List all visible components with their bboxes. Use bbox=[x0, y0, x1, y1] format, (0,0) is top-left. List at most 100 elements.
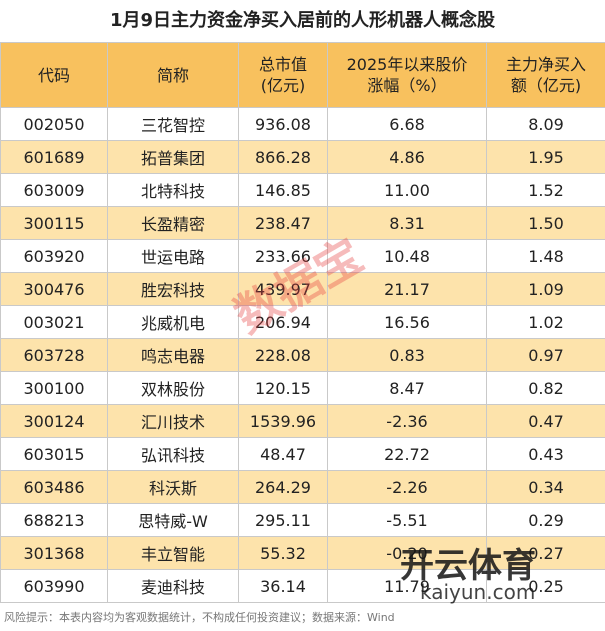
table-body: 002050 三花智控 936.08 6.68 8.09 601689 拓普集团 866.28… bbox=[0, 107, 605, 603]
table-cell: 汇川技术 bbox=[107, 404, 239, 438]
table-cell: 48.47 bbox=[238, 437, 328, 471]
table-cell: 11.79 bbox=[327, 569, 487, 603]
table-cell: 1.09 bbox=[486, 272, 605, 306]
table-cell: 丰立智能 bbox=[107, 536, 239, 570]
table-row: 002050 三花智控 936.08 6.68 8.09 bbox=[0, 107, 605, 141]
table-cell: 206.94 bbox=[238, 305, 328, 339]
table-cell: 603486 bbox=[0, 470, 108, 504]
table-cell: 601689 bbox=[0, 140, 108, 174]
table-cell: 1.52 bbox=[486, 173, 605, 207]
table-cell: 688213 bbox=[0, 503, 108, 537]
table-row: 603990 麦迪科技 36.14 11.79 0.25 bbox=[0, 569, 605, 603]
table-cell: 233.66 bbox=[238, 239, 328, 273]
table-row: 003021 兆威机电 206.94 16.56 1.02 bbox=[0, 305, 605, 339]
table-cell: 北特科技 bbox=[107, 173, 239, 207]
table-cell: 思特威-W bbox=[107, 503, 239, 537]
table-cell: 603009 bbox=[0, 173, 108, 207]
header-cell: 2025年以来股价 涨幅（%） bbox=[327, 42, 487, 108]
table-cell: 36.14 bbox=[238, 569, 328, 603]
table-row: 688213 思特威-W 295.11 -5.51 0.29 bbox=[0, 503, 605, 537]
table-cell: 295.11 bbox=[238, 503, 328, 537]
table-cell: 科沃斯 bbox=[107, 470, 239, 504]
table-cell: 003021 bbox=[0, 305, 108, 339]
table-row: 301368 丰立智能 55.32 -0.20 0.27 bbox=[0, 536, 605, 570]
table-cell: 6.68 bbox=[327, 107, 487, 141]
table-row: 603920 世运电路 233.66 10.48 1.48 bbox=[0, 239, 605, 273]
header-cell: 主力净买入 额（亿元) bbox=[486, 42, 605, 108]
table-cell: 300124 bbox=[0, 404, 108, 438]
table-cell: 603990 bbox=[0, 569, 108, 603]
table-cell: 228.08 bbox=[238, 338, 328, 372]
table-cell: 8.09 bbox=[486, 107, 605, 141]
table-cell: 146.85 bbox=[238, 173, 328, 207]
table-cell: -0.20 bbox=[327, 536, 487, 570]
table-cell: 936.08 bbox=[238, 107, 328, 141]
table-cell: 264.29 bbox=[238, 470, 328, 504]
table-cell: 002050 bbox=[0, 107, 108, 141]
table-cell: 1.48 bbox=[486, 239, 605, 273]
table-cell: 兆威机电 bbox=[107, 305, 239, 339]
table-cell: 10.48 bbox=[327, 239, 487, 273]
table-cell: 1539.96 bbox=[238, 404, 328, 438]
table-cell: 1.02 bbox=[486, 305, 605, 339]
header-cell: 简称 bbox=[107, 42, 239, 108]
table-row: 300124 汇川技术 1539.96 -2.36 0.47 bbox=[0, 404, 605, 438]
table-cell: 866.28 bbox=[238, 140, 328, 174]
table-cell: 603920 bbox=[0, 239, 108, 273]
table-cell: 长盈精密 bbox=[107, 206, 239, 240]
data-table: 代码 简称 总市值 (亿元) 2025年以来股价 涨幅（%） 主力净买入 额（亿元) 0… bbox=[0, 42, 605, 603]
table-cell: 439.97 bbox=[238, 272, 328, 306]
table-cell: 0.47 bbox=[486, 404, 605, 438]
table-cell: 三花智控 bbox=[107, 107, 239, 141]
header-cell: 代码 bbox=[0, 42, 108, 108]
table-cell: 120.15 bbox=[238, 371, 328, 405]
header-row: 代码 简称 总市值 (亿元) 2025年以来股价 涨幅（%） 主力净买入 额（亿元) bbox=[0, 42, 605, 108]
table-cell: 0.34 bbox=[486, 470, 605, 504]
table-cell: 8.47 bbox=[327, 371, 487, 405]
table-cell: 0.97 bbox=[486, 338, 605, 372]
table-cell: 21.17 bbox=[327, 272, 487, 306]
table-cell: 603728 bbox=[0, 338, 108, 372]
footer: 风险提示：本表内容均为客观数据统计，不构成任何投资建议；数据来源：Wind bbox=[4, 611, 395, 624]
table-cell: 0.27 bbox=[486, 536, 605, 570]
header-cell: 总市值 (亿元) bbox=[238, 42, 328, 108]
table-cell: 603015 bbox=[0, 437, 108, 471]
table-cell: 胜宏科技 bbox=[107, 272, 239, 306]
table-cell: 鸣志电器 bbox=[107, 338, 239, 372]
table-cell: 16.56 bbox=[327, 305, 487, 339]
table-cell: 拓普集团 bbox=[107, 140, 239, 174]
table-cell: 11.00 bbox=[327, 173, 487, 207]
table-row: 300115 长盈精密 238.47 8.31 1.50 bbox=[0, 206, 605, 240]
table-cell: 弘讯科技 bbox=[107, 437, 239, 471]
table-row: 603015 弘讯科技 48.47 22.72 0.43 bbox=[0, 437, 605, 471]
table-cell: 0.25 bbox=[486, 569, 605, 603]
table-cell: 4.86 bbox=[327, 140, 487, 174]
table-cell: 22.72 bbox=[327, 437, 487, 471]
table-cell: 1.95 bbox=[486, 140, 605, 174]
table-cell: 双林股份 bbox=[107, 371, 239, 405]
table-row: 300100 双林股份 120.15 8.47 0.82 bbox=[0, 371, 605, 405]
table-cell: 麦迪科技 bbox=[107, 569, 239, 603]
table-row: 601689 拓普集团 866.28 4.86 1.95 bbox=[0, 140, 605, 174]
title: 1月9日主力资金净买入居前的人形机器人概念股 bbox=[109, 10, 496, 31]
table-cell: 300476 bbox=[0, 272, 108, 306]
table-cell: 55.32 bbox=[238, 536, 328, 570]
table-row: 300476 胜宏科技 439.97 21.17 1.09 bbox=[0, 272, 605, 306]
table-cell: 300100 bbox=[0, 371, 108, 405]
table-cell: 300115 bbox=[0, 206, 108, 240]
table-cell: 238.47 bbox=[238, 206, 328, 240]
table-row: 603486 科沃斯 264.29 -2.26 0.34 bbox=[0, 470, 605, 504]
table-row: 603009 北特科技 146.85 11.00 1.52 bbox=[0, 173, 605, 207]
table-cell: 世运电路 bbox=[107, 239, 239, 273]
table-cell: 0.29 bbox=[486, 503, 605, 537]
table-cell: -2.36 bbox=[327, 404, 487, 438]
table-cell: 0.83 bbox=[327, 338, 487, 372]
table-cell: 1.50 bbox=[486, 206, 605, 240]
table-cell: 8.31 bbox=[327, 206, 487, 240]
table-cell: -5.51 bbox=[327, 503, 487, 537]
table-cell: 301368 bbox=[0, 536, 108, 570]
table-cell: 0.43 bbox=[486, 437, 605, 471]
table-cell: 0.82 bbox=[486, 371, 605, 405]
table-row: 603728 鸣志电器 228.08 0.83 0.97 bbox=[0, 338, 605, 372]
